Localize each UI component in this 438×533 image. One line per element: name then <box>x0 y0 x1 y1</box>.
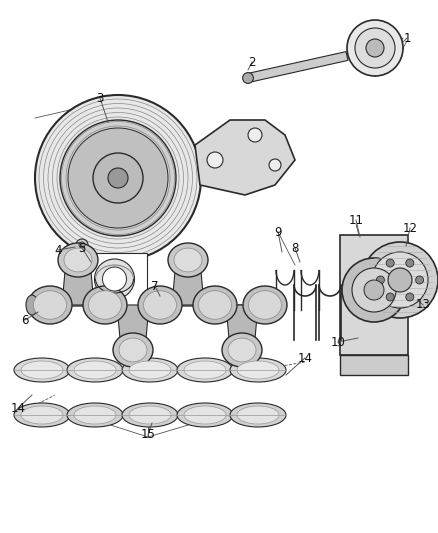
Ellipse shape <box>177 403 233 427</box>
Circle shape <box>372 252 428 308</box>
Circle shape <box>95 259 134 299</box>
Ellipse shape <box>144 290 177 319</box>
Polygon shape <box>226 305 258 350</box>
Circle shape <box>35 95 201 261</box>
Ellipse shape <box>33 290 67 319</box>
Ellipse shape <box>122 403 178 427</box>
Polygon shape <box>172 260 204 305</box>
Circle shape <box>388 268 412 292</box>
Text: 10: 10 <box>331 335 346 349</box>
Ellipse shape <box>184 406 226 424</box>
Ellipse shape <box>67 403 123 427</box>
Circle shape <box>406 293 414 301</box>
Ellipse shape <box>184 361 226 379</box>
Ellipse shape <box>129 406 171 424</box>
Text: 2: 2 <box>248 55 256 69</box>
Circle shape <box>269 159 281 171</box>
Ellipse shape <box>119 338 147 362</box>
Text: 3: 3 <box>96 92 104 104</box>
Circle shape <box>355 28 395 68</box>
Ellipse shape <box>83 286 127 324</box>
Text: 1: 1 <box>403 31 411 44</box>
Circle shape <box>68 128 168 228</box>
Ellipse shape <box>230 358 286 382</box>
Circle shape <box>416 276 424 284</box>
Ellipse shape <box>21 406 63 424</box>
Polygon shape <box>340 355 408 375</box>
Ellipse shape <box>64 248 92 272</box>
Ellipse shape <box>193 286 237 324</box>
Ellipse shape <box>74 406 116 424</box>
Circle shape <box>60 120 176 236</box>
Circle shape <box>207 152 223 168</box>
Ellipse shape <box>222 333 262 367</box>
Circle shape <box>79 242 85 248</box>
Ellipse shape <box>26 295 38 315</box>
Ellipse shape <box>174 248 202 272</box>
Ellipse shape <box>28 286 72 324</box>
Circle shape <box>102 267 127 291</box>
Ellipse shape <box>113 333 153 367</box>
Circle shape <box>93 153 143 203</box>
Ellipse shape <box>237 361 279 379</box>
Ellipse shape <box>228 338 256 362</box>
Ellipse shape <box>177 358 233 382</box>
Text: 12: 12 <box>403 222 417 235</box>
Circle shape <box>406 259 414 267</box>
Text: 6: 6 <box>21 313 29 327</box>
Ellipse shape <box>168 243 208 277</box>
Ellipse shape <box>248 290 282 319</box>
Circle shape <box>342 258 406 322</box>
Ellipse shape <box>58 243 98 277</box>
Bar <box>340 235 408 355</box>
Ellipse shape <box>198 290 232 319</box>
Text: 7: 7 <box>151 279 159 293</box>
Text: 14: 14 <box>11 401 25 415</box>
Ellipse shape <box>138 286 182 324</box>
Ellipse shape <box>122 358 178 382</box>
Text: 8: 8 <box>291 241 299 254</box>
Ellipse shape <box>21 361 63 379</box>
Ellipse shape <box>14 403 70 427</box>
Circle shape <box>352 268 396 312</box>
Ellipse shape <box>243 286 287 324</box>
Circle shape <box>376 276 385 284</box>
Circle shape <box>366 39 384 57</box>
Polygon shape <box>62 260 94 305</box>
Text: 13: 13 <box>416 298 431 311</box>
Ellipse shape <box>74 361 116 379</box>
Text: 11: 11 <box>349 214 364 227</box>
Polygon shape <box>32 293 50 317</box>
Circle shape <box>386 293 394 301</box>
Text: 14: 14 <box>297 351 312 365</box>
Ellipse shape <box>237 406 279 424</box>
Ellipse shape <box>129 361 171 379</box>
Text: 4: 4 <box>54 244 62 256</box>
Circle shape <box>362 242 438 318</box>
Text: 15: 15 <box>141 429 155 441</box>
Circle shape <box>243 72 254 83</box>
Ellipse shape <box>230 403 286 427</box>
Ellipse shape <box>67 358 123 382</box>
Circle shape <box>386 259 394 267</box>
Ellipse shape <box>88 290 121 319</box>
Polygon shape <box>195 120 295 195</box>
Ellipse shape <box>14 358 70 382</box>
Circle shape <box>347 20 403 76</box>
Text: 5: 5 <box>78 241 86 254</box>
Circle shape <box>364 280 384 300</box>
Circle shape <box>76 239 88 251</box>
Circle shape <box>108 168 128 188</box>
Polygon shape <box>247 52 348 83</box>
Polygon shape <box>117 305 149 350</box>
Text: 9: 9 <box>274 225 282 238</box>
Bar <box>82 253 147 305</box>
Circle shape <box>248 128 262 142</box>
